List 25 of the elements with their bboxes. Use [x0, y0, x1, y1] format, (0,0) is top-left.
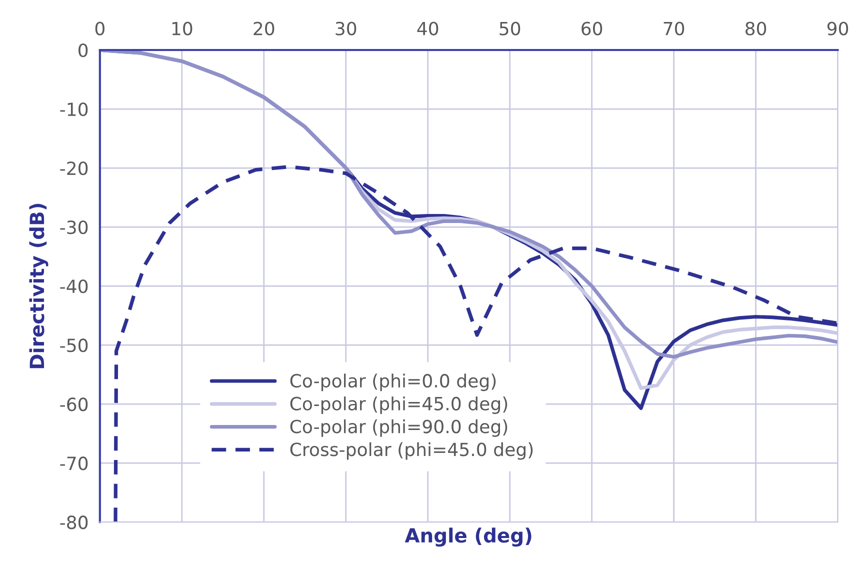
y-tick-label: -80 — [60, 516, 88, 530]
x-axis-title: Angle (deg) — [404, 528, 532, 547]
y-tick-label: -10 — [60, 102, 88, 116]
x-tick-label: 80 — [746, 22, 766, 36]
y-tick-label: -20 — [60, 161, 88, 176]
x-tick-label: 60 — [582, 22, 602, 36]
x-tick-label: 40 — [417, 22, 438, 36]
y-tick-label: -70 — [60, 456, 88, 470]
legend-label: Co-polar (phi=45.0 deg) — [290, 396, 508, 414]
x-tick-label: 20 — [254, 22, 274, 36]
x-tick-label: 70 — [664, 22, 684, 36]
legend-label: Cross-polar (phi=45.0 deg) — [290, 442, 533, 460]
x-tick-label: 90 — [827, 22, 848, 36]
legend-label: Co-polar (phi=90.0 deg) — [290, 419, 508, 437]
y-tick-label: -30 — [60, 220, 88, 234]
x-tick-label: 10 — [172, 22, 192, 36]
y-tick-label: 0 — [78, 43, 88, 58]
x-tick-label: 30 — [336, 22, 356, 36]
legend-label: Co-polar (phi=0.0 deg) — [290, 374, 496, 392]
y-axis-title: Directivity (dB) — [29, 204, 48, 368]
y-tick-label: -40 — [60, 280, 88, 294]
y-tick-label: -50 — [60, 338, 88, 352]
y-tick-label: -60 — [60, 398, 88, 412]
x-tick-label: 50 — [500, 22, 520, 36]
x-tick-label: 0 — [95, 22, 104, 36]
